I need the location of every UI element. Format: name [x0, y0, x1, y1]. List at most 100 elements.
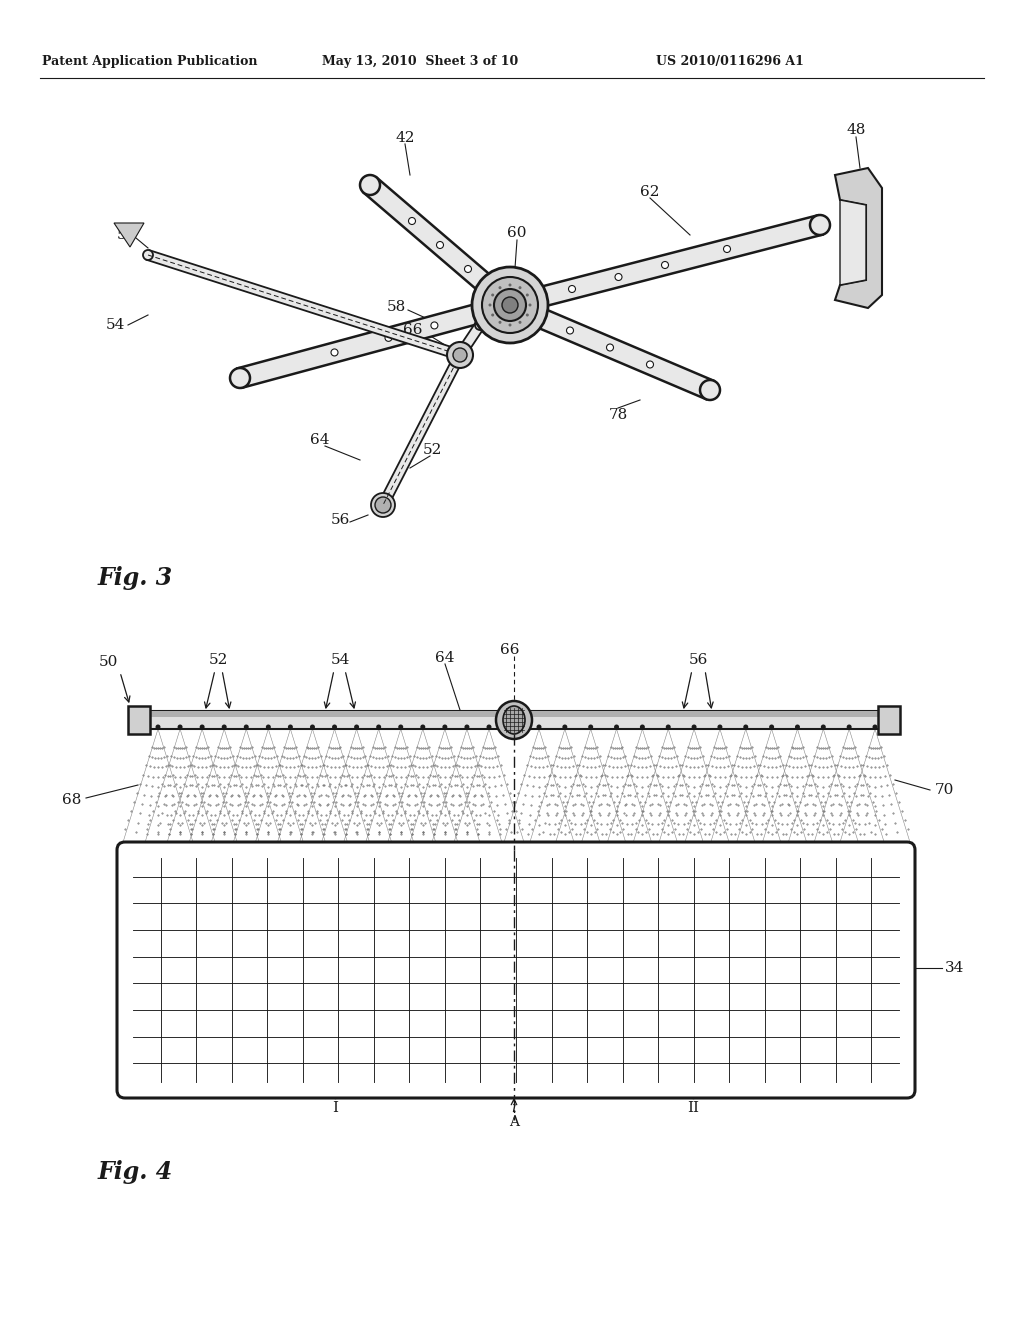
- Text: 68: 68: [62, 793, 82, 807]
- Polygon shape: [379, 352, 465, 507]
- Circle shape: [378, 500, 388, 510]
- Circle shape: [509, 323, 512, 326]
- Circle shape: [442, 725, 447, 730]
- Circle shape: [646, 360, 653, 368]
- Circle shape: [371, 492, 395, 517]
- Circle shape: [222, 725, 226, 730]
- Circle shape: [743, 725, 749, 730]
- Polygon shape: [114, 223, 144, 247]
- Circle shape: [482, 277, 538, 333]
- Text: II: II: [687, 1101, 699, 1115]
- Circle shape: [492, 314, 495, 317]
- Text: Patent Application Publication: Patent Application Publication: [42, 55, 258, 69]
- Text: 50: 50: [117, 228, 136, 242]
- Circle shape: [718, 725, 722, 730]
- Circle shape: [436, 242, 443, 248]
- Bar: [148, 711, 880, 729]
- Polygon shape: [364, 177, 516, 313]
- Circle shape: [810, 215, 830, 235]
- Circle shape: [691, 725, 696, 730]
- Circle shape: [486, 725, 492, 730]
- Bar: [878, 706, 900, 734]
- Circle shape: [266, 725, 270, 730]
- Polygon shape: [835, 168, 882, 308]
- Circle shape: [821, 725, 825, 730]
- Text: 48: 48: [846, 123, 865, 137]
- Circle shape: [509, 284, 512, 286]
- Polygon shape: [238, 296, 513, 388]
- Text: 50: 50: [98, 655, 118, 669]
- Circle shape: [310, 725, 315, 730]
- Circle shape: [872, 725, 878, 730]
- Text: 78: 78: [608, 408, 628, 422]
- Text: US 2010/0116296 A1: US 2010/0116296 A1: [656, 55, 804, 69]
- Circle shape: [518, 286, 521, 289]
- Text: Fig. 4: Fig. 4: [98, 1160, 173, 1184]
- Text: 58: 58: [386, 300, 406, 314]
- Circle shape: [492, 293, 495, 297]
- FancyBboxPatch shape: [117, 842, 915, 1098]
- Circle shape: [472, 267, 548, 343]
- Polygon shape: [508, 215, 822, 314]
- Circle shape: [769, 725, 774, 730]
- Circle shape: [525, 293, 528, 297]
- Circle shape: [375, 498, 391, 513]
- Ellipse shape: [503, 706, 525, 734]
- Circle shape: [562, 725, 567, 730]
- Polygon shape: [840, 201, 866, 285]
- Circle shape: [568, 285, 575, 293]
- Text: 66: 66: [501, 643, 520, 657]
- Text: 54: 54: [105, 318, 125, 333]
- Text: i: i: [512, 1101, 516, 1115]
- Circle shape: [488, 304, 492, 306]
- Circle shape: [518, 321, 521, 323]
- Bar: [148, 711, 880, 717]
- Circle shape: [331, 348, 338, 356]
- Circle shape: [354, 725, 359, 730]
- Circle shape: [588, 725, 593, 730]
- Text: 60: 60: [507, 226, 526, 240]
- Circle shape: [475, 319, 485, 330]
- Circle shape: [288, 725, 293, 730]
- Circle shape: [724, 246, 730, 252]
- Text: 56: 56: [688, 653, 708, 667]
- Circle shape: [465, 265, 471, 272]
- Circle shape: [230, 368, 250, 388]
- Text: I: I: [332, 1101, 338, 1115]
- Polygon shape: [506, 296, 714, 399]
- Circle shape: [499, 286, 502, 289]
- Circle shape: [525, 314, 528, 317]
- Text: 34: 34: [945, 961, 965, 975]
- Circle shape: [398, 725, 403, 730]
- Circle shape: [528, 304, 531, 306]
- Text: 62: 62: [640, 185, 659, 199]
- Text: 66: 66: [403, 323, 423, 337]
- Polygon shape: [146, 251, 462, 360]
- Circle shape: [244, 725, 249, 730]
- Circle shape: [537, 725, 542, 730]
- Circle shape: [494, 289, 526, 321]
- Circle shape: [385, 334, 392, 342]
- Text: 52: 52: [422, 444, 441, 457]
- Text: 64: 64: [435, 651, 455, 665]
- Circle shape: [465, 725, 469, 730]
- Text: 54: 54: [331, 653, 349, 667]
- Circle shape: [409, 218, 416, 224]
- Circle shape: [640, 725, 645, 730]
- Circle shape: [376, 725, 381, 730]
- Circle shape: [566, 327, 573, 334]
- Circle shape: [606, 345, 613, 351]
- Circle shape: [420, 725, 425, 730]
- Circle shape: [847, 725, 852, 730]
- Circle shape: [615, 273, 622, 281]
- Text: 52: 52: [208, 653, 227, 667]
- Text: A: A: [509, 1115, 519, 1129]
- Circle shape: [666, 725, 671, 730]
- Circle shape: [431, 322, 438, 329]
- Circle shape: [360, 176, 380, 195]
- Bar: [128, 706, 150, 734]
- Circle shape: [200, 725, 205, 730]
- Circle shape: [502, 297, 518, 313]
- Text: 70: 70: [934, 783, 953, 797]
- Circle shape: [177, 725, 182, 730]
